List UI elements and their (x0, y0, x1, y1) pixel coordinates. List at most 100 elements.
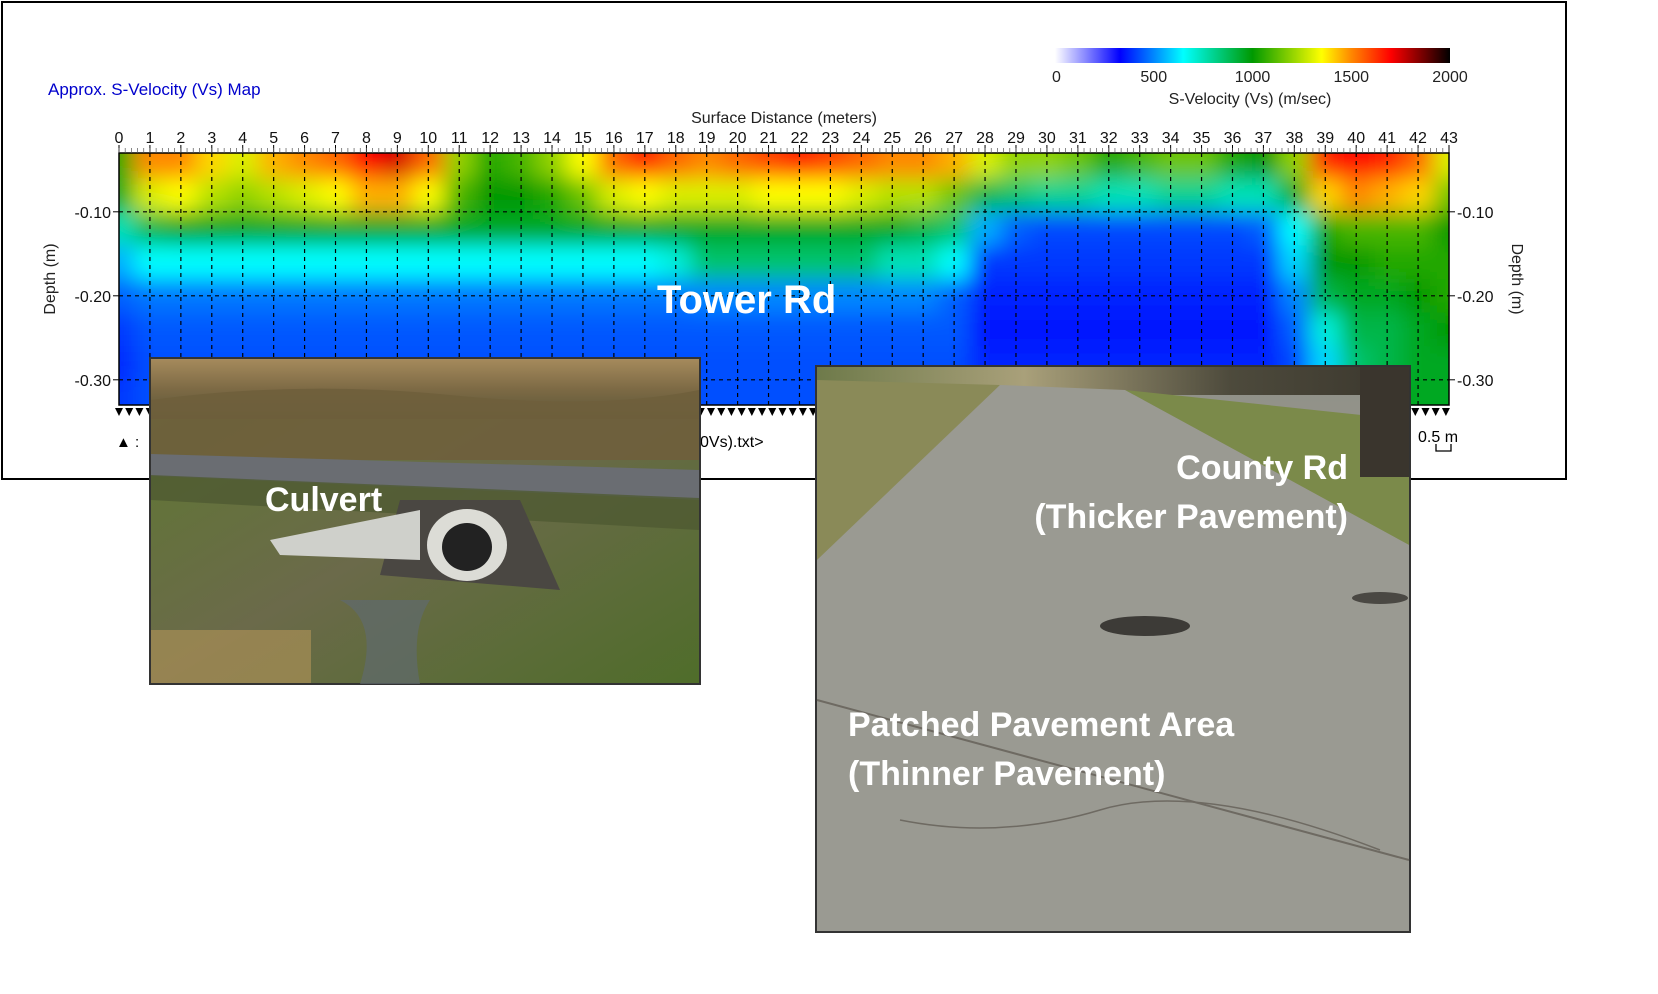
heatmap-cell (1371, 153, 1404, 179)
heatmap-cell (119, 211, 135, 246)
geophone-marker-icon (1431, 408, 1440, 416)
y-axis-label-left: Depth (m) (42, 243, 59, 314)
colorbar-tick-label: 1000 (1235, 69, 1271, 86)
plot-border (118, 152, 1450, 406)
x-tick-label: 19 (698, 130, 716, 147)
geophone-marker-icon (1421, 408, 1430, 416)
x-tick-label: 13 (512, 130, 530, 147)
heatmap-cell (629, 153, 661, 179)
x-tick-label: 21 (760, 130, 778, 147)
heatmap-cell (1433, 245, 1449, 280)
thicker-pavement-label: (Thicker Pavement) (1034, 498, 1348, 536)
x-tick-label: 41 (1378, 130, 1396, 147)
x-tick-label: 28 (976, 130, 994, 147)
x-tick-label: 15 (574, 130, 592, 147)
heatmap-cell (119, 279, 135, 314)
y-tick-label-right: -0.10 (1457, 205, 1494, 222)
heatmap-cell (1217, 153, 1249, 179)
heatmap-cell (598, 153, 630, 179)
scale-bar (1435, 444, 1452, 452)
geophone-marker-icon (737, 408, 746, 416)
heatmap-cell (1093, 153, 1125, 179)
heatmap-cell (1433, 211, 1449, 246)
heatmap-cell (119, 379, 135, 405)
heatmap-cell (1433, 312, 1449, 347)
colorbar: 0 500 1000 1500 2000 S-Velocity (Vs) (m/sec) (1052, 48, 1468, 108)
x-tick-label: 18 (667, 130, 685, 147)
geophone-marker-icon (747, 408, 756, 416)
geophone-marker-icon (758, 408, 767, 416)
x-tick-label: 23 (821, 130, 839, 147)
y-tick-label-left: -0.20 (75, 289, 112, 306)
heatmap-cell (1433, 178, 1449, 213)
colorbar-gradient (1055, 48, 1450, 63)
geophone-marker-icon (707, 408, 716, 416)
geophone-marker-icon (135, 408, 144, 416)
heatmap-cell (536, 153, 568, 179)
heatmap-cell (1433, 346, 1449, 381)
x-tick-label: 35 (1193, 130, 1211, 147)
heatmap-cell (1000, 153, 1032, 179)
y-axis-label-right: Depth (m) (1508, 243, 1525, 314)
heatmap-cell (938, 153, 971, 179)
x-tick-label: 9 (393, 130, 402, 147)
road-photo: County Rd (Thicker Pavement) Patched Pav… (815, 365, 1411, 933)
colorbar-label: S-Velocity (Vs) (m/sec) (1169, 91, 1332, 108)
x-tick-label: 2 (176, 130, 185, 147)
x-tick-label: 29 (1007, 130, 1025, 147)
data-file-label: 0Vs).txt> (700, 434, 764, 451)
culvert-photo: Culvert (149, 357, 701, 685)
heatmap-cell (814, 153, 847, 179)
annotation-tower-rd: Tower Rd (657, 278, 836, 322)
county-rd-label: County Rd (1176, 449, 1348, 487)
heatmap-cell (1402, 153, 1435, 179)
heatmap-cell (119, 153, 135, 179)
heatmap-cell (1186, 153, 1218, 179)
heatmap-cell (784, 153, 816, 179)
x-tick-label: 31 (1069, 130, 1087, 147)
heatmap-cell (1031, 153, 1063, 179)
heatmap-cell (1155, 153, 1187, 179)
geophone-marker-icon (778, 408, 787, 416)
y-tick-label-left: -0.10 (75, 205, 112, 222)
heatmap-cell (119, 178, 135, 213)
heatmap-cell (722, 153, 754, 179)
thinner-pavement-label: (Thinner Pavement) (848, 755, 1165, 793)
heatmap-cell (289, 153, 321, 179)
heatmap-cell (350, 153, 383, 179)
y-tick-label-left: -0.30 (75, 373, 112, 390)
x-tick-label: 26 (914, 130, 932, 147)
heatmap-cell (119, 245, 135, 280)
geophone-marker-icon (125, 408, 134, 416)
x-tick-label: 1 (145, 130, 154, 147)
chart-title: Approx. S-Velocity (Vs) Map (48, 80, 261, 99)
heatmap-cell (474, 153, 507, 179)
x-tick-label: 4 (238, 130, 247, 147)
x-tick-label: 0 (115, 130, 124, 147)
heatmap-cell (258, 153, 290, 179)
heatmap-cell (876, 153, 909, 179)
heatmap-cell (1433, 379, 1449, 405)
heatmap-cell (845, 153, 878, 179)
heatmap-cell (227, 153, 259, 179)
x-tick-label: 5 (269, 130, 278, 147)
heatmap-cell (165, 153, 197, 179)
x-tick-label: 10 (419, 130, 437, 147)
x-tick-label: 6 (300, 130, 309, 147)
x-tick-label: 32 (1100, 130, 1118, 147)
heatmap-cell (1247, 153, 1280, 179)
colorbar-tick-label: 500 (1140, 69, 1167, 86)
heatmap-cell (505, 153, 538, 179)
heatmap-cell (119, 312, 135, 347)
heatmap-cell (753, 379, 785, 405)
y-tick-label-right: -0.20 (1457, 289, 1494, 306)
x-tick-label: 37 (1255, 130, 1273, 147)
heatmap-cell (660, 153, 692, 179)
x-tick-label: 39 (1316, 130, 1334, 147)
culvert-label: Culvert (265, 481, 382, 519)
heatmap-cell (412, 153, 445, 179)
heatmap-cell (119, 346, 135, 381)
heatmap-cell (1433, 153, 1449, 179)
x-tick-label: 34 (1162, 130, 1180, 147)
